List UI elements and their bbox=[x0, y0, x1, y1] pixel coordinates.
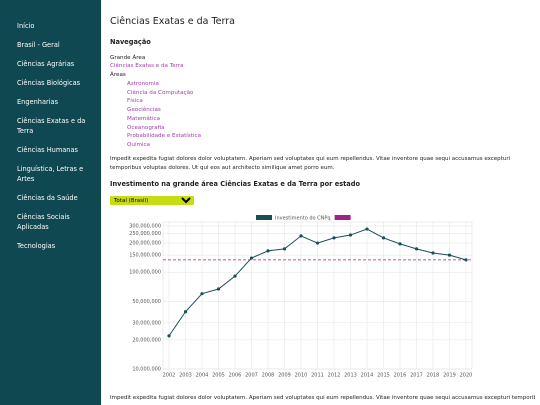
x-tick-label: 2016 bbox=[394, 373, 407, 379]
data-point bbox=[216, 287, 221, 291]
x-tick-label: 2003 bbox=[179, 373, 192, 379]
data-point bbox=[447, 253, 452, 257]
x-tick-label: 2004 bbox=[196, 373, 209, 379]
data-point bbox=[365, 227, 369, 231]
legend-swatch bbox=[334, 215, 351, 220]
data-point bbox=[233, 274, 237, 278]
data-point bbox=[414, 247, 419, 251]
chart: 10,000,000 20,000,000 30,000,000 50,000,000… bbox=[129, 215, 473, 379]
nav-item[interactable]: Ciências da Saúde bbox=[17, 194, 78, 202]
nav-item[interactable]: Ciências Sociais Aplicadas bbox=[17, 213, 70, 231]
x-tick-label: 2008 bbox=[262, 373, 275, 379]
subareas-label: Áreas bbox=[110, 72, 126, 78]
x-tick-label: 2019 bbox=[443, 373, 456, 379]
data-point bbox=[381, 236, 386, 240]
data-point bbox=[398, 242, 402, 246]
y-tick-label: 100,000,000 bbox=[129, 270, 161, 276]
x-tick-label: 2007 bbox=[245, 373, 258, 379]
y-tick-label: 250,000,000 bbox=[129, 231, 161, 237]
nav-item[interactable]: Ciências Agrárias bbox=[17, 60, 75, 68]
data-point bbox=[249, 256, 254, 260]
x-tick-label: 2020 bbox=[460, 373, 473, 379]
x-tick-label: 2015 bbox=[377, 373, 390, 379]
data-point bbox=[464, 258, 468, 262]
subarea-link[interactable]: Oceanografia bbox=[127, 124, 165, 131]
data-point bbox=[200, 292, 204, 296]
area-link[interactable]: Ciências Exatas e da Terra bbox=[110, 63, 184, 69]
area-label: Grande Área bbox=[110, 55, 146, 61]
x-tick-label: 2006 bbox=[229, 373, 242, 379]
legend-label: Investimento do CNPq bbox=[275, 216, 331, 222]
y-tick-label: 50,000,000 bbox=[132, 299, 161, 305]
x-tick-label: 2005 bbox=[212, 373, 225, 379]
data-point bbox=[282, 247, 287, 251]
legend-swatch bbox=[256, 215, 272, 220]
subarea-link[interactable]: Astronomia bbox=[127, 81, 159, 87]
data-point bbox=[315, 241, 320, 245]
nav-heading: Navegação bbox=[110, 38, 151, 46]
y-tick-label: 30,000,000 bbox=[132, 320, 161, 326]
x-tick-label: 2011 bbox=[311, 373, 324, 379]
x-tick-label: 2014 bbox=[361, 373, 374, 379]
subarea-link[interactable]: Geociências bbox=[127, 107, 161, 114]
nav-item[interactable]: Brasil - Geral bbox=[17, 41, 60, 49]
subarea-list: Astronomia Ciência da Computação Física Geo… bbox=[127, 80, 201, 150]
nav-item[interactable]: Início bbox=[17, 22, 35, 30]
x-tick-label: 2017 bbox=[410, 373, 423, 379]
y-tick-label: 10,000,000 bbox=[132, 367, 161, 373]
nav-item[interactable]: Engenharias bbox=[17, 98, 59, 106]
data-point bbox=[183, 310, 188, 314]
footer-paragraph: Impedit expedita fugiat dolores dolor vo… bbox=[110, 395, 535, 401]
data-point bbox=[348, 233, 353, 237]
y-tick-label: 20,000,000 bbox=[132, 337, 161, 343]
data-point bbox=[299, 234, 303, 238]
x-tick-label: 2002 bbox=[163, 373, 176, 379]
y-tick-label: 300,000,000 bbox=[129, 224, 161, 230]
page-title: Ciências Exatas e da Terra bbox=[110, 16, 235, 27]
nav-item[interactable]: Ciências Biológicas bbox=[17, 79, 81, 87]
nav-item[interactable]: Ciências Humanas bbox=[17, 146, 78, 154]
subarea-link[interactable]: Química bbox=[127, 141, 151, 148]
subarea-link[interactable]: Física bbox=[127, 98, 143, 105]
data-point bbox=[332, 236, 336, 240]
subarea-link[interactable]: Ciência da Computação bbox=[127, 89, 194, 96]
sidebar: Início Brasil - Geral Ciências Agrárias Ciê… bbox=[0, 0, 101, 405]
nav-item[interactable]: Tecnologias bbox=[17, 242, 56, 250]
main-content: Ciências Exatas e da Terra Navegação Gra… bbox=[110, 0, 535, 405]
paragraph: Impedit expedita fugiat dolores dolor vo… bbox=[110, 156, 511, 171]
data-point bbox=[431, 251, 435, 255]
state-select[interactable]: Total (Brasil) bbox=[110, 196, 194, 205]
x-tick-label: 2010 bbox=[295, 373, 308, 379]
x-tick-label: 2012 bbox=[328, 373, 341, 379]
data-point bbox=[266, 249, 270, 253]
y-tick-label: 200,000,000 bbox=[129, 241, 161, 247]
y-tick-label: 150,000,000 bbox=[129, 253, 161, 259]
chart-heading: Investimento na grande área Ciências Exa… bbox=[110, 180, 360, 188]
nav-item[interactable]: Ciências Exatas e da Terra bbox=[17, 117, 86, 135]
subarea-link[interactable]: Matemática bbox=[127, 115, 161, 122]
subarea-link[interactable]: Probabilidade e Estatística bbox=[127, 133, 202, 140]
data-point bbox=[167, 334, 171, 338]
x-tick-label: 2018 bbox=[427, 373, 440, 379]
x-tick-label: 2009 bbox=[278, 373, 291, 379]
nav-item[interactable]: Linguística, Letras e Artes bbox=[17, 165, 84, 183]
x-tick-label: 2013 bbox=[344, 373, 357, 379]
